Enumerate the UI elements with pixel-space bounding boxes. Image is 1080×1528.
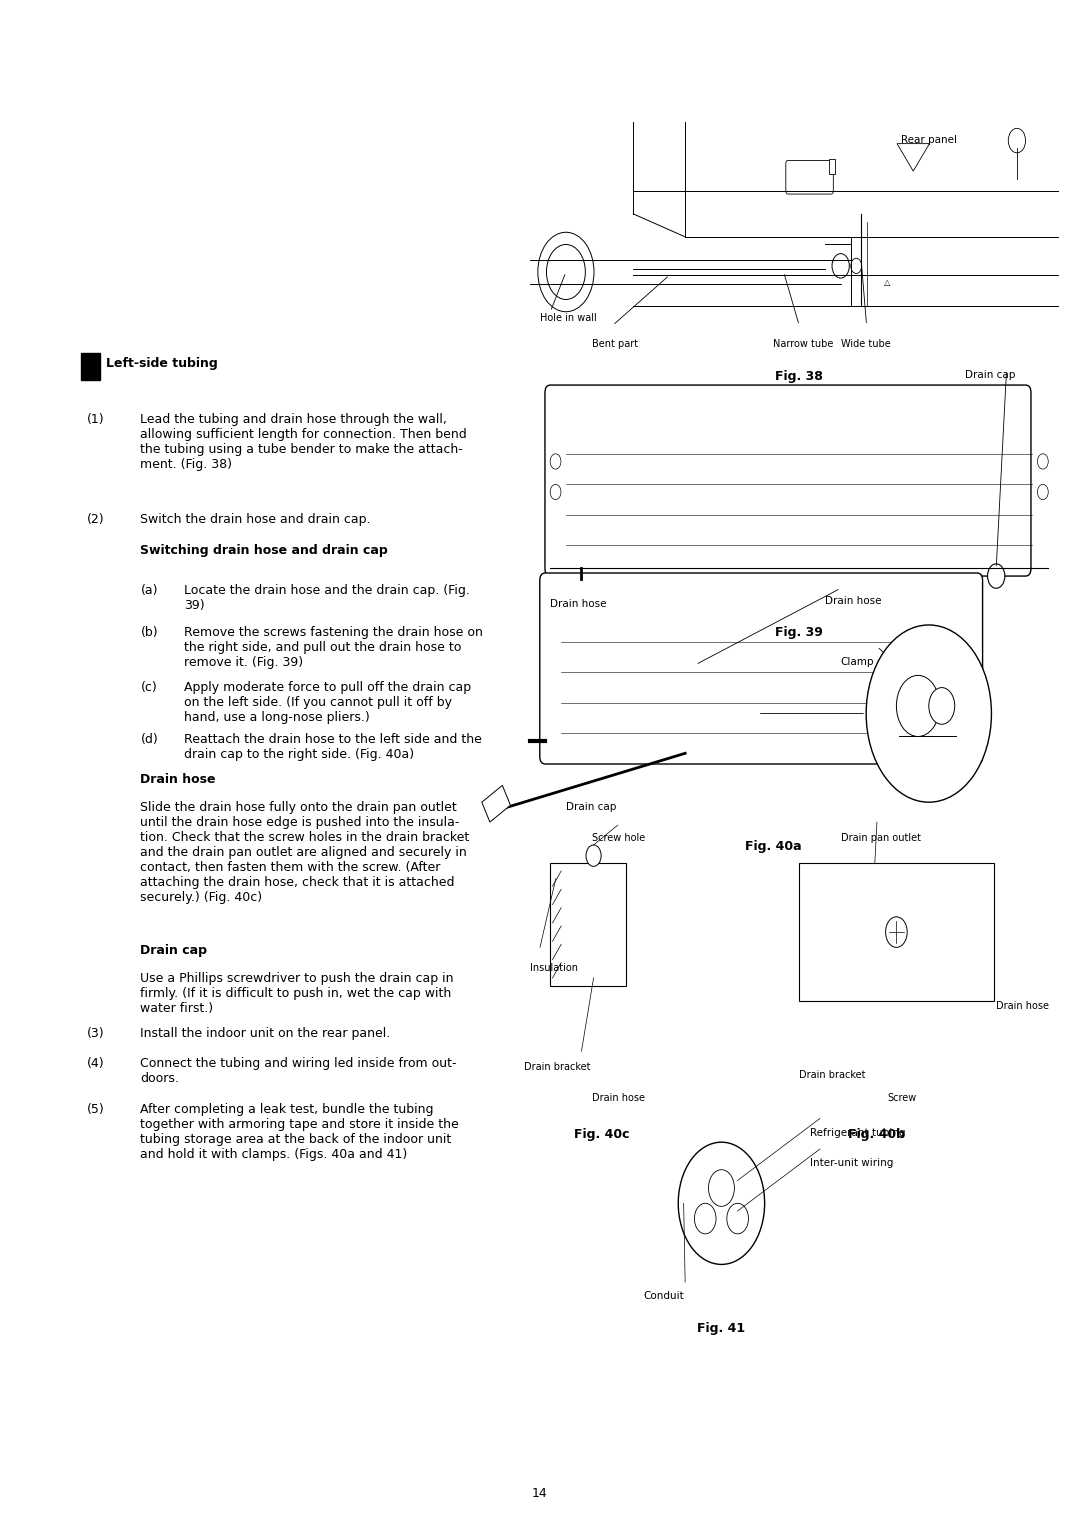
Text: Rear panel: Rear panel <box>901 134 957 145</box>
Circle shape <box>866 625 991 802</box>
Circle shape <box>550 484 561 500</box>
Text: (4): (4) <box>86 1057 104 1071</box>
Text: Remove the screws fastening the drain hose on
the right side, and pull out the d: Remove the screws fastening the drain ho… <box>184 626 483 669</box>
Text: Switch the drain hose and drain cap.: Switch the drain hose and drain cap. <box>140 513 370 527</box>
Circle shape <box>538 232 594 312</box>
Bar <box>81 353 100 380</box>
Text: Drain hose: Drain hose <box>825 596 881 607</box>
Circle shape <box>929 688 955 724</box>
Circle shape <box>727 1204 748 1235</box>
Circle shape <box>896 675 940 736</box>
Text: Drain pan outlet: Drain pan outlet <box>840 833 920 843</box>
Text: Reattach the drain hose to the left side and the
drain cap to the right side. (F: Reattach the drain hose to the left side… <box>184 733 482 761</box>
Text: Fig. 40a: Fig. 40a <box>745 840 801 854</box>
FancyBboxPatch shape <box>540 573 983 764</box>
Text: Fig. 40c: Fig. 40c <box>575 1128 630 1141</box>
Text: Inter-unit wiring: Inter-unit wiring <box>810 1158 893 1169</box>
Text: Drain bracket: Drain bracket <box>525 1062 591 1073</box>
Text: 14: 14 <box>532 1487 548 1500</box>
Circle shape <box>586 845 602 866</box>
Text: Drain bracket: Drain bracket <box>799 1070 866 1080</box>
Bar <box>482 785 511 822</box>
Text: Drain hose: Drain hose <box>140 773 216 787</box>
Text: (d): (d) <box>140 733 158 747</box>
Text: Insulation: Insulation <box>529 963 578 973</box>
Circle shape <box>832 254 849 278</box>
Text: Locate the drain hose and the drain cap. (Fig.
39): Locate the drain hose and the drain cap.… <box>184 584 470 611</box>
Text: Hole in wall: Hole in wall <box>540 313 597 324</box>
Text: Fig. 40b: Fig. 40b <box>849 1128 905 1141</box>
Text: After completing a leak test, bundle the tubing
together with armoring tape and : After completing a leak test, bundle the… <box>140 1103 459 1161</box>
Text: Drain hose: Drain hose <box>551 599 607 610</box>
Circle shape <box>1038 484 1049 500</box>
Text: Slide the drain hose fully onto the drain pan outlet
until the drain hose edge i: Slide the drain hose fully onto the drai… <box>140 801 470 903</box>
Text: Clamp: Clamp <box>840 657 874 668</box>
Text: Screw: Screw <box>888 1093 917 1103</box>
Text: Screw hole: Screw hole <box>592 833 645 843</box>
Text: Narrow tube: Narrow tube <box>773 339 834 350</box>
Text: Switching drain hose and drain cap: Switching drain hose and drain cap <box>140 544 388 558</box>
Text: Apply moderate force to pull off the drain cap
on the left side. (If you cannot : Apply moderate force to pull off the dra… <box>184 681 471 724</box>
Text: Drain hose: Drain hose <box>592 1093 645 1103</box>
Text: (b): (b) <box>140 626 158 640</box>
Text: (a): (a) <box>140 584 158 597</box>
Text: Fig. 38: Fig. 38 <box>775 370 823 384</box>
Text: (5): (5) <box>86 1103 104 1117</box>
Text: Drain cap: Drain cap <box>566 802 617 813</box>
Bar <box>799 863 994 1001</box>
Text: Left-side tubing: Left-side tubing <box>106 358 217 370</box>
Text: (2): (2) <box>86 513 104 527</box>
Text: Drain cap: Drain cap <box>966 370 1015 380</box>
Text: Bent part: Bent part <box>592 339 638 350</box>
Text: Refrigerant tubing: Refrigerant tubing <box>810 1128 905 1138</box>
Circle shape <box>987 564 1004 588</box>
Text: Drain hose: Drain hose <box>996 1001 1049 1012</box>
Bar <box>551 863 626 986</box>
Text: (3): (3) <box>86 1027 104 1041</box>
Circle shape <box>550 454 561 469</box>
Text: (1): (1) <box>86 413 104 426</box>
Circle shape <box>1038 454 1049 469</box>
Text: Drain cap: Drain cap <box>140 944 207 958</box>
Text: Conduit: Conduit <box>644 1291 685 1302</box>
Circle shape <box>851 258 862 274</box>
Circle shape <box>1009 128 1026 153</box>
FancyBboxPatch shape <box>545 385 1031 576</box>
Circle shape <box>886 917 907 947</box>
Text: Connect the tubing and wiring led inside from out-
doors.: Connect the tubing and wiring led inside… <box>140 1057 457 1085</box>
Text: Use a Phillips screwdriver to push the drain cap in
firmly. (If it is difficult : Use a Phillips screwdriver to push the d… <box>140 972 454 1015</box>
Circle shape <box>678 1143 765 1265</box>
Text: Fig. 39: Fig. 39 <box>775 626 823 640</box>
Text: Lead the tubing and drain hose through the wall,
allowing sufficient length for : Lead the tubing and drain hose through t… <box>140 413 468 471</box>
Polygon shape <box>897 144 930 171</box>
FancyBboxPatch shape <box>786 160 834 194</box>
Circle shape <box>694 1204 716 1235</box>
Text: Wide tube: Wide tube <box>840 339 890 350</box>
Bar <box>829 159 836 174</box>
Text: (c): (c) <box>140 681 158 695</box>
Text: Install the indoor unit on the rear panel.: Install the indoor unit on the rear pane… <box>140 1027 391 1041</box>
Text: △: △ <box>885 278 891 287</box>
Circle shape <box>708 1170 734 1207</box>
Circle shape <box>546 244 585 299</box>
Text: Fig. 41: Fig. 41 <box>698 1322 745 1335</box>
